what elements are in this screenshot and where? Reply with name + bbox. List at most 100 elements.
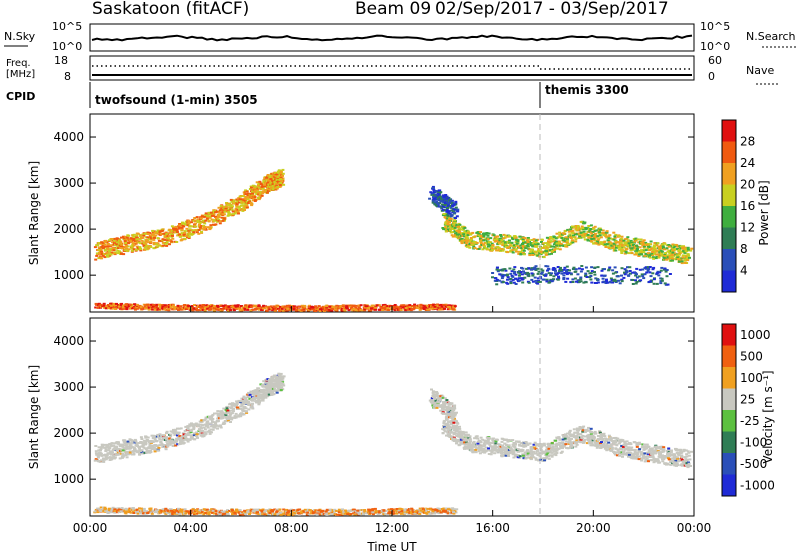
velocity-cell (204, 431, 207, 433)
velocity-cell (196, 433, 199, 435)
power-cell (514, 274, 517, 276)
velocity-cell (140, 436, 143, 438)
power-cell (250, 187, 253, 189)
velocity-cell (148, 452, 151, 454)
power-cell (580, 232, 583, 234)
power-cell (468, 247, 471, 249)
power-colorbar-band (722, 249, 736, 271)
power-cell (521, 282, 524, 284)
velocity-cell (105, 457, 108, 459)
velocity-cell (180, 427, 183, 429)
velocity-cell (232, 408, 235, 410)
power-cell (666, 275, 669, 277)
velocity-cell (204, 428, 207, 430)
power-cell (620, 238, 623, 240)
station-title: Saskatoon (fitACF) (92, 0, 249, 19)
power-cell (652, 267, 655, 269)
power-cell (589, 228, 592, 230)
power-cell (538, 271, 541, 273)
power-cell (145, 245, 148, 247)
power-cell (614, 250, 617, 252)
power-cell (188, 222, 191, 224)
power-ytick-label: 2000 (53, 222, 84, 236)
power-cell (181, 227, 184, 229)
power-cell (563, 233, 566, 235)
velocity-cell (159, 441, 162, 443)
power-cell (371, 305, 374, 307)
power-cell (537, 243, 540, 245)
nsearch-tick-top: 10^5 (700, 20, 730, 33)
power-cell (574, 240, 577, 242)
power-cell (234, 213, 237, 215)
power-cell (208, 220, 211, 222)
power-cell (528, 282, 531, 284)
power-cell (179, 236, 182, 238)
power-cell (98, 246, 101, 248)
power-cell (657, 274, 660, 276)
power-cell (132, 236, 135, 238)
power-cell (611, 247, 614, 249)
power-cell (151, 309, 154, 311)
power-cell (491, 272, 494, 274)
power-cell (572, 268, 575, 270)
velocity-cell (99, 449, 102, 451)
power-cell (653, 278, 656, 280)
power-cell (435, 201, 438, 203)
power-cell (439, 191, 442, 193)
power-cell (113, 252, 116, 254)
power-cell (521, 268, 524, 270)
power-cell (603, 241, 606, 243)
freq-label: Freq. (6, 58, 31, 69)
velocity-cell (148, 447, 151, 449)
power-cell (642, 277, 645, 279)
power-cell (598, 231, 601, 233)
power-cell (661, 280, 664, 282)
power-cell (582, 222, 585, 224)
velocity-cell (223, 422, 226, 424)
power-cell (597, 282, 600, 284)
power-cell (279, 172, 282, 174)
velocity-cell (95, 450, 98, 452)
power-cell (671, 252, 674, 254)
velocity-cell (153, 444, 156, 446)
power-cell (524, 237, 527, 239)
power-cell (562, 277, 565, 279)
power-cell (535, 265, 538, 267)
velocity-cell (282, 385, 285, 387)
freq-tick-bottom: 8 (64, 70, 71, 83)
power-cell (181, 229, 184, 231)
power-cell (236, 305, 239, 307)
power-cell (481, 248, 484, 250)
power-cell (675, 244, 678, 246)
power-cell (227, 204, 230, 206)
power-cell (574, 238, 577, 240)
power-cell (572, 236, 575, 238)
power-cell (155, 243, 158, 245)
power-cell (506, 283, 509, 285)
power-cell (104, 240, 107, 242)
power-cell (140, 306, 143, 308)
velocity-cell (97, 457, 100, 459)
power-cell (400, 309, 403, 311)
velocity-cell (196, 437, 199, 439)
power-cell (185, 235, 188, 237)
velocity-cell (175, 440, 178, 442)
power-cell (640, 253, 643, 255)
power-cell (608, 269, 611, 271)
power-cell (175, 241, 178, 243)
velocity-cell (229, 421, 232, 423)
power-cell (543, 279, 546, 281)
power-cell (163, 309, 166, 311)
power-cell (507, 276, 510, 278)
power-cell (640, 249, 643, 251)
power-cell (198, 229, 201, 231)
power-ytick-label: 1000 (53, 268, 84, 282)
power-colorbar-band (722, 228, 736, 250)
nave-tick-bottom: 0 (708, 70, 715, 83)
power-cell (496, 269, 499, 271)
velocity-cell (123, 439, 126, 441)
velocity-cell (187, 429, 190, 431)
velocity-cell (159, 433, 162, 435)
